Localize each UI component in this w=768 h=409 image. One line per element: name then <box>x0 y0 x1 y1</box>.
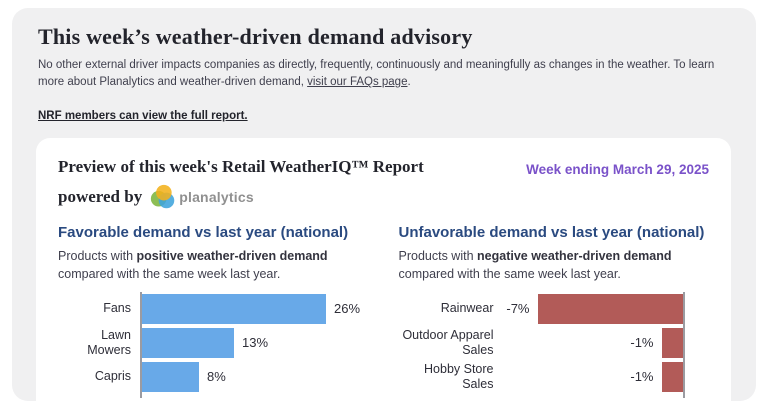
bar-row: -1% <box>503 360 683 394</box>
bar-value-label: 8% <box>207 369 226 385</box>
advisory-panel: This week’s weather-driven demand adviso… <box>12 8 756 409</box>
unfavorable-demand-chart: Unfavorable demand vs last year (nationa… <box>399 224 710 398</box>
subtitle-bold: negative weather-driven demand <box>477 248 672 263</box>
bar-value-label: 26% <box>334 301 361 317</box>
card-title-line1: Preview of this week's Retail WeatherIQ™… <box>58 156 424 176</box>
report-card: Preview of this week's Retail WeatherIQ™… <box>36 137 731 409</box>
bar-category-label: Fans <box>103 301 131 316</box>
bar-capris <box>142 361 199 392</box>
bar-category-label: Capris <box>94 369 131 384</box>
bar-row: 13% <box>142 326 369 360</box>
planalytics-logo-text: planalytics <box>179 188 254 205</box>
intro-text-after-link: . <box>407 76 411 89</box>
bar-hobby-store-sales <box>661 361 683 392</box>
unfavorable-bar-chart: Rainwear Outdoor Apparel Sales Hobby Store… <box>399 291 710 398</box>
subtitle-prefix: Products with <box>398 248 478 263</box>
bar-fans <box>142 293 326 324</box>
bar-lawn-mowers <box>142 327 234 358</box>
subtitle-bold: positive weather-driven demand <box>136 248 328 263</box>
bar-rainwear <box>537 293 683 324</box>
favorable-bar-chart: Fans Lawn Mowers Capris 26% 13% 8% <box>58 291 369 398</box>
chart-title-favorable: Favorable demand vs last year (national) <box>58 223 349 241</box>
bar-value-label: -1% <box>630 335 654 351</box>
chart-title-unfavorable: Unfavorable demand vs last year (nationa… <box>398 223 705 241</box>
bar-row: -7% <box>503 292 683 326</box>
intro-text: No other external driver impacts compani… <box>38 57 740 92</box>
category-labels: Rainwear Outdoor Apparel Sales Hobby Store… <box>399 292 503 398</box>
subtitle-suffix: compared with the same week last year. <box>398 266 621 281</box>
bar-row: 8% <box>142 360 369 394</box>
subtitle-suffix: compared with the same week last year. <box>58 266 281 281</box>
nrf-report-link[interactable]: NRF members can view the full report. <box>38 109 248 122</box>
chart-subtitle-unfavorable: Products with negative weather-driven de… <box>399 247 709 283</box>
card-title: Preview of this week's Retail WeatherIQ™… <box>58 152 424 212</box>
favorable-demand-chart: Favorable demand vs last year (national)… <box>58 224 369 398</box>
card-header: Preview of this week's Retail WeatherIQ™… <box>58 152 709 212</box>
subtitle-prefix: Products with <box>58 248 137 263</box>
week-ending-label: Week ending March 29, 2025 <box>526 161 709 177</box>
faq-link[interactable]: visit our FAQs page <box>307 76 408 89</box>
bar-row: -1% <box>503 326 683 360</box>
powered-by-label: powered by <box>58 186 143 206</box>
intro-text-before-link: No other external driver impacts compani… <box>38 59 715 89</box>
bar-value-label: -7% <box>506 301 530 317</box>
bars-area: 26% 13% 8% <box>140 291 369 398</box>
planalytics-logo-icon <box>151 184 175 208</box>
charts-row: Favorable demand vs last year (national)… <box>58 224 709 398</box>
bar-value-label: -1% <box>630 369 654 385</box>
bar-category-label: Outdoor Apparel Sales <box>402 327 494 357</box>
planalytics-logo: planalytics <box>150 182 254 212</box>
bar-value-label: 13% <box>242 335 269 351</box>
bar-category-label: Hobby Store Sales <box>424 361 494 391</box>
bar-outdoor-apparel-sales <box>661 327 683 358</box>
bars-area: -7% -1% -1% <box>503 291 685 398</box>
bar-category-label: Rainwear <box>440 301 494 316</box>
bar-category-label: Lawn Mowers <box>87 327 131 357</box>
page-title: This week’s weather-driven demand adviso… <box>38 24 473 49</box>
category-labels: Fans Lawn Mowers Capris <box>58 292 140 398</box>
chart-subtitle-favorable: Products with positive weather-driven de… <box>58 247 368 283</box>
powered-by-row: powered by planalytics <box>58 182 254 212</box>
bar-row: 26% <box>142 292 369 326</box>
